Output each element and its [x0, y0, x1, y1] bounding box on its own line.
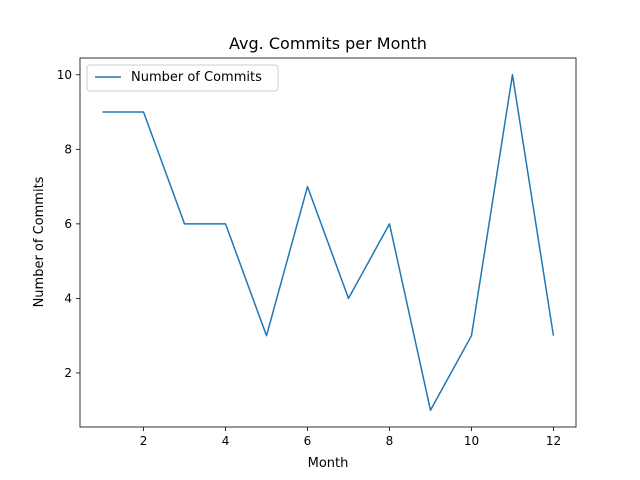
y-tick-label: 6 [64, 217, 72, 231]
x-tick-label: 12 [546, 434, 561, 448]
x-tick-label: 2 [140, 434, 148, 448]
x-axis-label: Month [308, 456, 349, 471]
y-tick-label: 2 [64, 366, 72, 380]
legend: Number of Commits [86, 64, 279, 92]
x-tick-label: 10 [464, 434, 479, 448]
chart-title: Avg. Commits per Month [229, 34, 427, 53]
y-tick-label: 10 [57, 68, 72, 82]
x-tick-label: 6 [304, 434, 312, 448]
y-tick-label: 8 [64, 142, 72, 156]
ticks-layer: 2 4 6 8 10 12 2 4 6 8 10 [57, 68, 561, 448]
x-tick-label: 4 [222, 434, 230, 448]
y-tick-label: 4 [64, 291, 72, 305]
x-tick-label: 8 [386, 434, 394, 448]
legend-box [86, 64, 279, 92]
legend-label: Number of Commits [131, 70, 262, 85]
y-axis-label: Number of Commits [32, 176, 47, 307]
series-line [102, 74, 555, 411]
plot-area-frame [79, 57, 577, 428]
